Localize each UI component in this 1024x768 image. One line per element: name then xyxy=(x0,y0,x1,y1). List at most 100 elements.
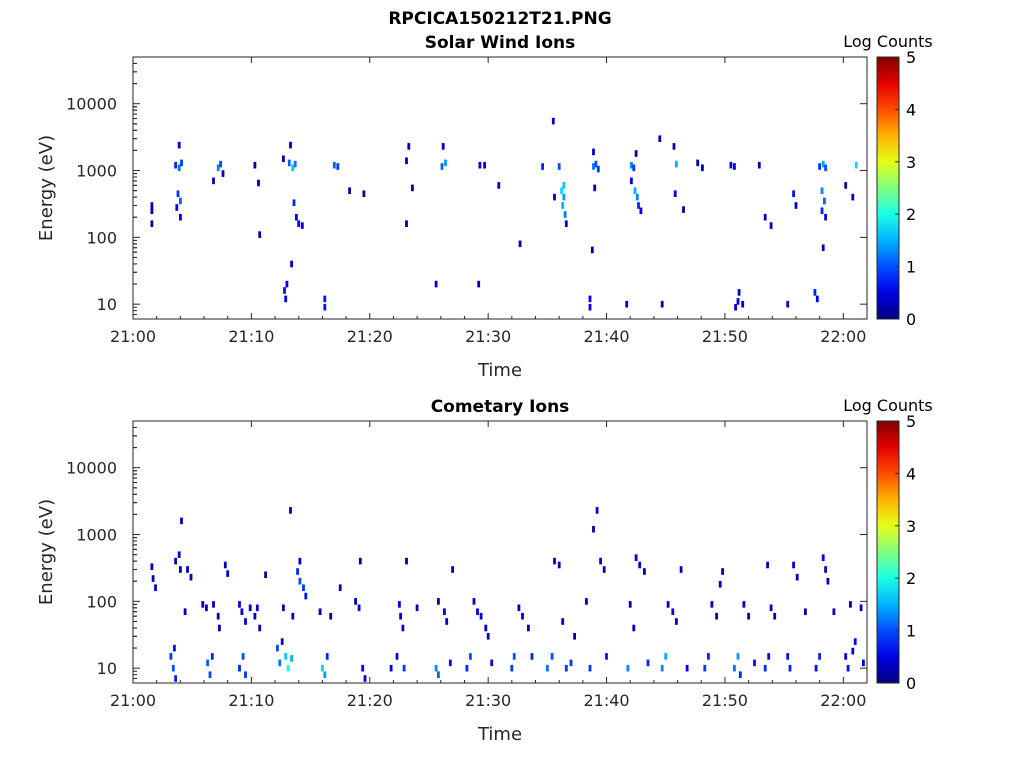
data-cell xyxy=(634,150,638,157)
data-cell xyxy=(389,664,393,672)
data-cell xyxy=(854,161,858,169)
data-cell xyxy=(358,557,362,565)
data-cell xyxy=(792,561,795,569)
data-cell xyxy=(411,184,414,192)
y-tick-label: 1000 xyxy=(76,162,117,181)
data-cell xyxy=(643,568,646,575)
data-cell xyxy=(632,624,636,632)
data-cell xyxy=(763,213,767,221)
data-cell xyxy=(588,303,592,311)
x-tick-label: 21:40 xyxy=(583,691,629,710)
data-cell xyxy=(546,664,549,672)
data-cell xyxy=(297,220,301,227)
data-cell xyxy=(824,164,827,172)
data-cell xyxy=(171,664,175,672)
data-cell xyxy=(278,659,282,667)
data-cell xyxy=(318,608,322,615)
data-cell xyxy=(238,664,241,672)
data-cell xyxy=(766,561,769,569)
data-cell xyxy=(763,664,767,672)
data-cell xyxy=(849,601,852,608)
data-cell xyxy=(592,148,595,156)
data-cell xyxy=(821,160,825,168)
panel-title: Cometary Ions xyxy=(431,397,570,417)
data-cell xyxy=(602,566,606,573)
x-tick-label: 21:50 xyxy=(702,691,748,710)
data-cell xyxy=(289,507,292,514)
data-cell xyxy=(323,303,327,311)
data-cell xyxy=(588,295,592,303)
data-cell xyxy=(437,598,440,605)
colorbar-tick-label: 5 xyxy=(906,48,916,67)
x-tick-label: 22:00 xyxy=(820,327,866,346)
data-cell xyxy=(216,164,220,172)
data-cell xyxy=(179,566,182,573)
data-cell xyxy=(478,161,482,169)
data-cell xyxy=(630,177,633,185)
data-cell xyxy=(180,159,183,167)
colorbar-tick-label: 3 xyxy=(906,153,916,172)
data-cell xyxy=(177,141,181,149)
data-cell xyxy=(283,287,286,294)
data-cell xyxy=(563,211,567,218)
data-cell xyxy=(221,170,225,177)
data-cell xyxy=(851,193,855,201)
data-cell xyxy=(451,566,454,573)
data-cell xyxy=(527,624,530,632)
data-cell xyxy=(244,618,247,625)
data-cell xyxy=(290,260,293,268)
data-cell xyxy=(405,220,408,227)
data-cell xyxy=(483,161,486,169)
data-cell xyxy=(795,573,799,581)
data-cell xyxy=(673,190,677,197)
data-cell xyxy=(258,624,262,632)
x-tick-label: 21:20 xyxy=(347,691,393,710)
plot-area xyxy=(132,420,868,684)
data-cell xyxy=(786,300,790,308)
data-cell xyxy=(253,612,257,620)
data-cell xyxy=(212,177,215,185)
data-cell xyxy=(465,664,469,672)
data-cell xyxy=(510,664,514,672)
data-cell xyxy=(490,659,494,667)
x-tick-label: 21:50 xyxy=(702,327,748,346)
data-cell xyxy=(573,633,576,640)
data-cell xyxy=(210,653,214,660)
data-cell xyxy=(469,653,472,660)
data-cell xyxy=(626,664,630,672)
data-cell xyxy=(767,653,771,660)
data-cell xyxy=(824,213,827,221)
data-cell xyxy=(241,653,245,660)
x-tick-label: 21:00 xyxy=(110,691,156,710)
data-cell xyxy=(405,157,408,165)
data-cell xyxy=(173,644,176,652)
data-cell xyxy=(287,159,291,167)
colorbar-tick-label: 2 xyxy=(906,205,916,224)
data-cell xyxy=(150,220,154,227)
data-cell xyxy=(753,659,756,667)
data-cell xyxy=(718,581,722,588)
data-cell xyxy=(477,280,481,288)
data-cell xyxy=(821,244,825,251)
data-cell xyxy=(302,584,305,591)
data-cell xyxy=(813,289,817,296)
data-cell xyxy=(174,161,177,169)
data-cell xyxy=(238,601,241,608)
data-cell xyxy=(486,633,490,640)
data-cell xyxy=(585,598,588,605)
data-cell xyxy=(286,664,290,672)
data-cell xyxy=(818,163,821,170)
data-cell xyxy=(189,573,193,581)
data-cell xyxy=(592,525,595,533)
data-cell xyxy=(675,618,678,625)
data-cell xyxy=(476,608,479,615)
data-cell xyxy=(284,653,288,660)
data-cell xyxy=(696,159,700,167)
data-cell xyxy=(226,570,230,577)
data-cell xyxy=(298,577,302,585)
data-cell xyxy=(357,604,361,612)
data-cell xyxy=(240,608,244,615)
data-cell xyxy=(323,295,327,303)
